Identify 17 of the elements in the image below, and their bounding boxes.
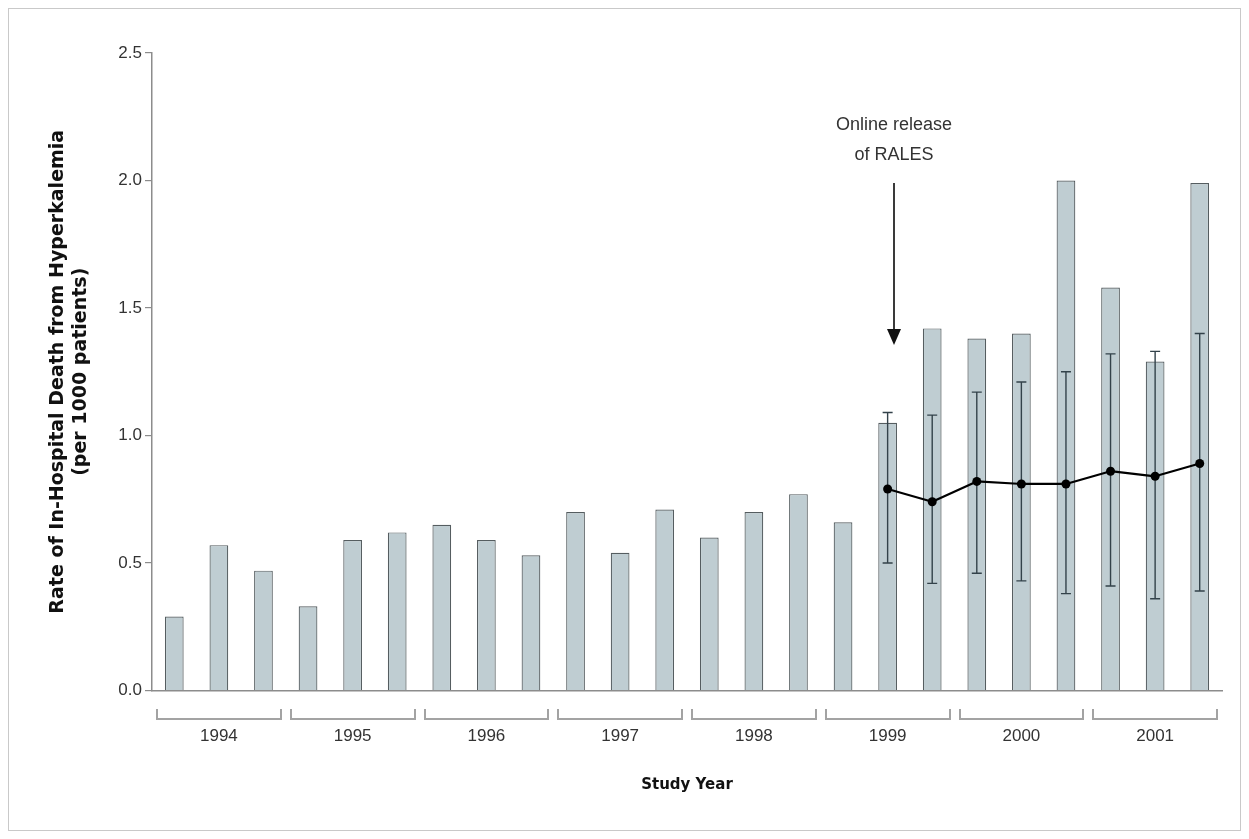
x-tick-label: 1994: [199, 726, 238, 746]
x-tick-label: 2000: [1002, 726, 1041, 746]
x-tick-label: 1995: [333, 726, 372, 746]
annotation: Online release of RALES: [836, 113, 953, 164]
y-tick-label: 2.5: [118, 42, 142, 62]
x-tick-label: 1998: [734, 726, 773, 746]
y-axis-title: Rate of In-Hospital Death from Hyperkalemia (per 1000 patients): [45, 129, 91, 614]
x-tick-label: 1997: [601, 726, 640, 746]
x-tick-label: 1996: [467, 726, 506, 746]
y-tick-label: 2.0: [118, 170, 142, 190]
y-tick-label: 0.5: [118, 552, 142, 572]
y-tick-label: 0.0: [118, 680, 142, 700]
y-tick-label: 1.0: [118, 425, 142, 445]
x-axis-title: Study Year: [641, 774, 734, 793]
x-tick-label: 2001: [1136, 726, 1175, 746]
x-tick-label: 1999: [868, 726, 907, 746]
y-tick-label: 1.5: [118, 297, 142, 317]
